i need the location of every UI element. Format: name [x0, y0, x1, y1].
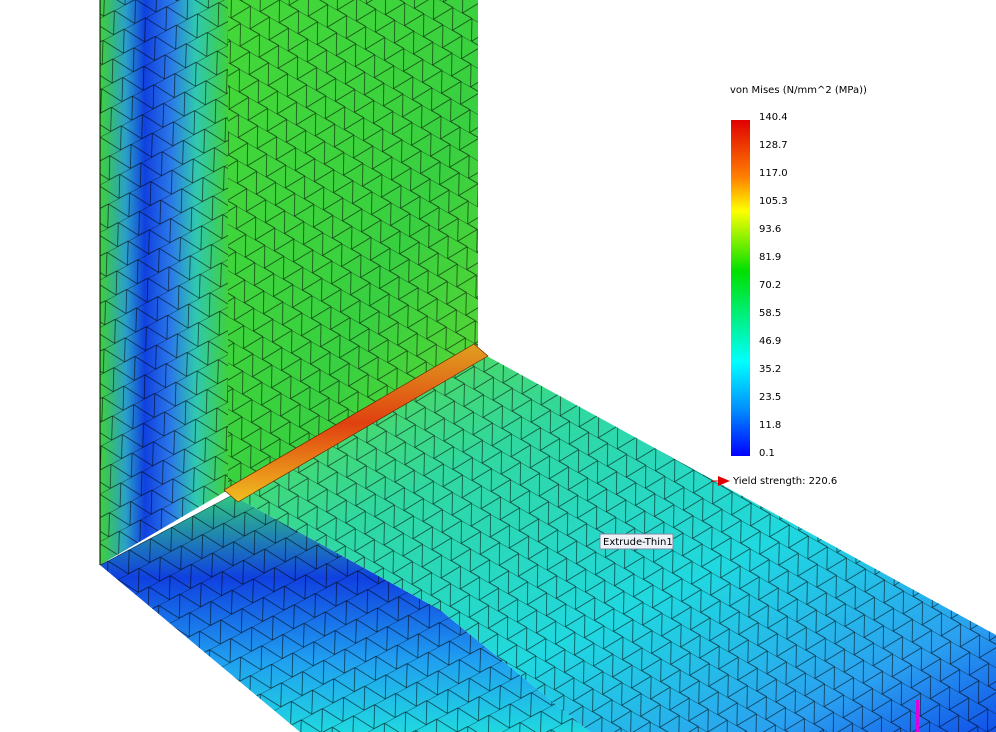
legend-tick-label: 35.2: [759, 364, 781, 375]
legend-tick-label: 81.9: [759, 252, 781, 263]
legend-title: von Mises (N/mm^2 (MPa)): [730, 85, 867, 96]
legend-tick-label: 93.6: [759, 224, 781, 235]
legend-tick-label: 11.8: [759, 420, 781, 431]
legend-tick-label: 0.1: [759, 448, 775, 459]
legend-tick-label: 70.2: [759, 280, 781, 291]
front-mesh: [100, 495, 590, 732]
weld-fillet: [223, 343, 489, 503]
part-tag-box[interactable]: [599, 533, 674, 550]
part-tag-label[interactable]: Extrude-Thin1: [603, 537, 673, 548]
legend-tick-label: 23.5: [759, 392, 781, 403]
yield-arrow: [718, 476, 730, 486]
legend-tick-label: 128.7: [759, 140, 788, 151]
legend-tick-label: 140.4: [759, 112, 788, 123]
legend-tick-label: 46.9: [759, 336, 781, 347]
model: [99, 0, 996, 732]
legend-tick-label: 58.5: [759, 308, 781, 319]
color-bar: [731, 120, 750, 456]
legend: von Mises (N/mm^2 (MPa)) Yield strength:…: [711, 85, 867, 487]
triad-axis: [916, 700, 919, 732]
part-tag[interactable]: Extrude-Thin1: [599, 533, 674, 550]
yield-label: Yield strength: 220.6: [732, 476, 837, 487]
side-mesh: [100, 0, 228, 565]
legend-tick-label: 117.0: [759, 168, 788, 179]
wall-mesh: [228, 0, 478, 490]
legend-tick-label: 105.3: [759, 196, 788, 207]
